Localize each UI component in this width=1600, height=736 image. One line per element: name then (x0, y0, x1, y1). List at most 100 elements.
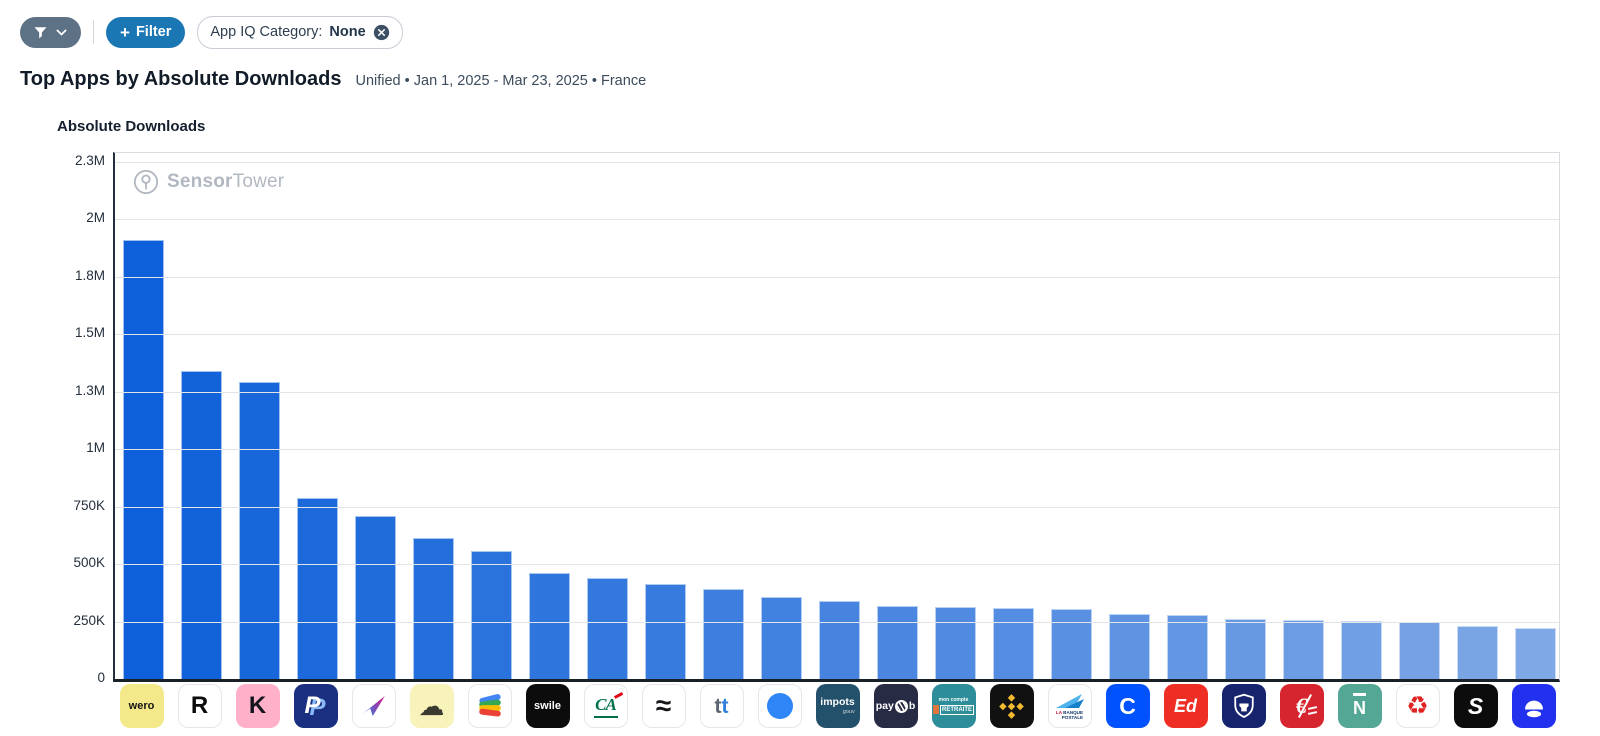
gridline (115, 219, 1559, 220)
revolut-r-icon[interactable]: R (177, 684, 222, 728)
bars-container (115, 153, 1559, 679)
app-icon-slot: LA BANQUE POSTALE (1047, 684, 1092, 728)
gridline (115, 276, 1559, 278)
y-tick-label: 1M (86, 440, 105, 455)
chip-value: None (329, 24, 366, 40)
bar-Lydia[interactable] (645, 584, 686, 679)
google-wallet-icon[interactable] (467, 684, 512, 728)
circle-x-icon[interactable] (373, 24, 390, 41)
black-s-icon[interactable]: S (1453, 684, 1498, 728)
app-icon-slot: N (1337, 684, 1382, 728)
y-tick-label: 750K (73, 497, 105, 513)
bar-Crypto.com[interactable] (1225, 619, 1266, 679)
red-knot-icon[interactable]: ♻ (1395, 684, 1440, 728)
klarna-k-icon[interactable]: K (235, 684, 280, 728)
y-tick-label: 2.3M (74, 152, 105, 168)
waves-icon[interactable]: ≈ (641, 684, 686, 728)
plus-icon: + (120, 22, 130, 42)
bar-impots.gouv[interactable] (819, 601, 860, 679)
add-filter-label: Filter (135, 24, 172, 40)
bar-Revolut[interactable] (181, 370, 222, 679)
bar-Fortuneo[interactable] (355, 515, 396, 679)
app-icon-slot: ☁ (409, 684, 454, 728)
filter-menu-button[interactable] (20, 16, 81, 48)
app-icon-slot: mon compte RETRAITE (931, 684, 976, 728)
gridline (115, 621, 1559, 623)
credit-agricole-icon[interactable]: CA (583, 684, 628, 728)
bar-PayPal[interactable] (297, 498, 338, 679)
add-filter-button[interactable]: + Filter (106, 16, 186, 48)
app-icon-slot (1221, 684, 1266, 728)
app-icon-slot (467, 684, 512, 728)
gridline (115, 506, 1559, 508)
funnel-icon (33, 25, 48, 40)
page-subtitle: Unified • Jan 1, 2025 - Mar 23, 2025 • F… (355, 73, 647, 89)
title-row: Top Apps by Absolute Downloads Unified •… (20, 68, 646, 91)
n-overline-icon[interactable]: N (1337, 684, 1382, 728)
wero-icon[interactable]: wero (119, 684, 164, 728)
chevron-down-icon (55, 26, 68, 39)
y-tick-label: 1.3M (74, 382, 105, 398)
bar-Wero[interactable] (123, 239, 164, 679)
chip-label: App IQ Category: (210, 24, 323, 40)
bar-N26[interactable] (1341, 620, 1382, 679)
app-icon-slot: S (1453, 684, 1498, 728)
bar-blue-dot-app[interactable] (761, 596, 802, 679)
blue-face-icon[interactable] (1511, 684, 1556, 728)
bar-Paylib[interactable] (877, 605, 918, 679)
bar-Coinbase[interactable] (1109, 614, 1150, 679)
la-banque-postale-icon[interactable]: LA BANQUE POSTALE (1047, 684, 1092, 728)
bar-red-euro-app[interactable] (1283, 619, 1324, 679)
app-icons-row: wero R K P P ☁ swile CA ≈ t t impots gouv pay b mon com… (113, 684, 1557, 728)
bar-Edenred[interactable] (1167, 615, 1208, 679)
gridline (115, 161, 1559, 163)
binance-icon[interactable] (989, 684, 1034, 728)
bar-red-knot-app[interactable] (1399, 621, 1440, 679)
toolbar: + Filter App IQ Category: None (20, 15, 403, 49)
bar-Klarna[interactable] (239, 382, 280, 679)
y-tick-label: 0 (97, 670, 105, 685)
app-icon-slot: ♻ (1395, 684, 1440, 728)
bar-La Banque Postale[interactable] (1051, 608, 1092, 679)
cloud-mascot-icon[interactable]: ☁ (409, 684, 454, 728)
chart-title: Absolute Downloads (57, 118, 206, 135)
mon-compte-retraite-icon[interactable]: mon compte RETRAITE (931, 684, 976, 728)
plot-area: SensorTower (113, 152, 1560, 682)
watermark-text: SensorTower (167, 171, 285, 192)
app-icon-slot (757, 684, 802, 728)
red-euro-icon[interactable]: € (1279, 684, 1324, 728)
edenred-icon[interactable]: Ed (1163, 684, 1208, 728)
gridline (115, 449, 1559, 450)
paylib-icon[interactable]: pay b (873, 684, 918, 728)
bar-Google Wallet[interactable] (471, 551, 512, 679)
app-icon-slot: wero (119, 684, 164, 728)
sensor-tower-logo-icon (133, 169, 159, 195)
crypto-shield-icon[interactable] (1221, 684, 1266, 728)
bar-Crédit Agricole[interactable] (587, 577, 628, 679)
bar-black-s-app[interactable] (1457, 625, 1498, 679)
app-icon-slot: R (177, 684, 222, 728)
blue-dot-icon[interactable] (757, 684, 802, 728)
app-icon-slot: swile (525, 684, 570, 728)
bar-Swile[interactable] (529, 572, 570, 679)
bar-yellow-mascot-app[interactable] (413, 537, 454, 679)
app-icon-slot: Ed (1163, 684, 1208, 728)
app-icon-slot: C (1105, 684, 1150, 728)
bar-Binance[interactable] (993, 607, 1034, 679)
y-tick-label: 1.8M (74, 267, 105, 283)
app-iq-category-chip[interactable]: App IQ Category: None (197, 15, 403, 49)
bar-blue-face-app[interactable] (1515, 627, 1556, 679)
impots-gouv-icon[interactable]: impots gouv (815, 684, 860, 728)
bar-Mon compte retraite[interactable] (935, 606, 976, 679)
swile-icon[interactable]: swile (525, 684, 570, 728)
y-tick-label: 1.5M (74, 325, 105, 340)
coinbase-icon[interactable]: C (1105, 684, 1150, 728)
app-icon-slot (351, 684, 396, 728)
gradient-plane-icon[interactable] (351, 684, 396, 728)
bar-Taptap Send[interactable] (703, 589, 744, 679)
app-icon-slot (989, 684, 1034, 728)
